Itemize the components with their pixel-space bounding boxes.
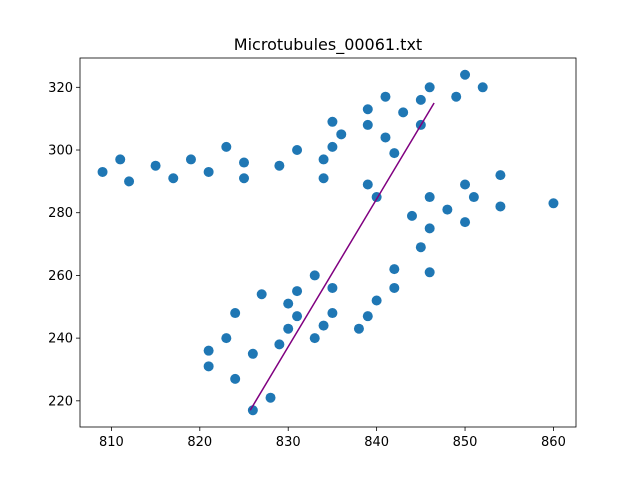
- scatter-point: [292, 311, 303, 322]
- scatter-point: [424, 82, 435, 93]
- scatter-point: [415, 242, 426, 253]
- scatter-point: [371, 295, 382, 306]
- scatter-point: [203, 166, 214, 177]
- scatter-point: [327, 282, 338, 293]
- x-tick-label: 850: [453, 435, 478, 450]
- scatter-point: [247, 348, 258, 359]
- scatter-point: [353, 323, 364, 334]
- scatter-point: [274, 160, 285, 171]
- scatter-point: [495, 170, 506, 181]
- scatter-point: [327, 141, 338, 152]
- scatter-point: [336, 129, 347, 140]
- scatter-point: [389, 264, 400, 275]
- scatter-point: [327, 116, 338, 127]
- x-tick-label: 860: [541, 435, 566, 450]
- scatter-point: [398, 107, 409, 118]
- scatter-point: [389, 282, 400, 293]
- chart-title: Microtubules_00061.txt: [234, 35, 422, 55]
- scatter-point: [424, 267, 435, 278]
- scatter-point: [415, 94, 426, 105]
- scatter-point: [424, 192, 435, 203]
- y-axis-ticks: 220 240 260 280 300 320: [48, 81, 80, 409]
- scatter-point: [460, 179, 471, 190]
- y-tick-label: 240: [48, 332, 73, 347]
- scatter-point: [283, 323, 294, 334]
- scatter-point: [442, 204, 453, 215]
- scatter-point: [292, 145, 303, 156]
- y-tick-label: 220: [48, 394, 73, 409]
- scatter-point: [230, 308, 241, 319]
- x-tick-label: 830: [276, 435, 301, 450]
- scatter-point: [292, 286, 303, 297]
- scatter-point: [97, 166, 108, 177]
- y-tick-label: 320: [48, 81, 73, 96]
- scatter-points: [97, 69, 559, 416]
- x-axis-ticks: 810 820 830 840 850 860: [99, 427, 566, 450]
- scatter-point: [451, 91, 462, 102]
- scatter-point: [362, 311, 373, 322]
- scatter-point: [185, 154, 196, 165]
- scatter-point: [239, 157, 250, 168]
- scatter-point: [362, 119, 373, 130]
- scatter-point: [460, 69, 471, 80]
- scatter-point: [406, 210, 417, 221]
- scatter-point: [389, 148, 400, 159]
- scatter-point: [495, 201, 506, 212]
- scatter-point: [548, 198, 559, 209]
- scatter-point: [468, 192, 479, 203]
- scatter-point: [265, 392, 276, 403]
- scatter-point: [203, 361, 214, 372]
- x-tick-label: 810: [99, 435, 124, 450]
- axes-frame: [79, 57, 577, 428]
- scatter-point: [230, 373, 241, 384]
- scatter-point: [424, 223, 435, 234]
- scatter-point: [168, 173, 179, 184]
- scatter-point: [203, 345, 214, 356]
- scatter-point: [318, 173, 329, 184]
- scatter-point: [309, 270, 320, 281]
- scatter-point: [477, 82, 488, 93]
- y-tick-label: 280: [48, 206, 73, 221]
- x-tick-label: 840: [364, 435, 389, 450]
- scatter-point: [221, 141, 232, 152]
- scatter-point: [460, 217, 471, 228]
- scatter-point: [239, 173, 250, 184]
- scatter-point: [318, 154, 329, 165]
- scatter-point: [115, 154, 126, 165]
- scatter-point: [362, 179, 373, 190]
- scatter-point: [150, 160, 161, 171]
- scatter-point: [274, 339, 285, 350]
- scatter-point: [247, 405, 258, 416]
- scatter-point: [380, 91, 391, 102]
- scatter-point: [362, 104, 373, 115]
- y-tick-label: 300: [48, 144, 73, 159]
- y-tick-label: 260: [48, 269, 73, 284]
- plot-area: [97, 69, 559, 416]
- scatter-point: [256, 289, 267, 300]
- scatter-point: [124, 176, 135, 187]
- scatter-point: [309, 333, 320, 344]
- x-tick-label: 820: [187, 435, 212, 450]
- fit-line: [249, 102, 435, 411]
- scatter-point: [283, 298, 294, 309]
- scatter-point: [380, 132, 391, 143]
- scatter-point: [327, 308, 338, 319]
- scatter-point: [221, 333, 232, 344]
- scatter-point: [318, 320, 329, 331]
